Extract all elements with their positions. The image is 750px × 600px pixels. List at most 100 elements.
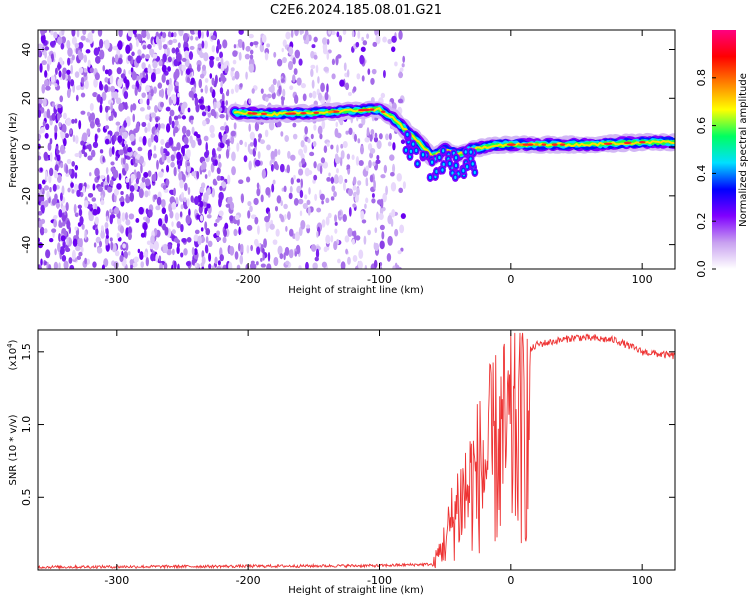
noise-blob: [312, 90, 317, 99]
noise-blob: [312, 140, 317, 147]
noise-blob: [177, 42, 181, 49]
noise-blob: [56, 174, 62, 183]
noise-blob: [351, 230, 355, 237]
noise-blob: [316, 230, 319, 238]
noise-blob: [306, 34, 310, 45]
noise-blob: [133, 183, 139, 191]
noise-blob: [311, 79, 315, 89]
noise-blob: [310, 244, 317, 252]
noise-blob: [71, 249, 76, 260]
noise-blob: [294, 251, 298, 257]
noise-blob: [48, 264, 52, 269]
noise-blob: [334, 128, 339, 138]
noise-blob: [260, 257, 263, 262]
noise-blob: [87, 192, 94, 198]
noise-blob: [342, 214, 347, 223]
noise-blob: [155, 205, 161, 211]
noise-blob: [38, 98, 43, 105]
noise-blob: [330, 196, 335, 201]
noise-blob: [150, 72, 156, 83]
noise-blob: [71, 30, 76, 37]
noise-blob: [138, 206, 144, 215]
spectrogram-y-axis-label: Frequency (Hz): [8, 112, 19, 188]
spectrogram-y-tick-label: -20: [20, 187, 33, 205]
noise-blob: [347, 227, 353, 237]
noise-blob: [357, 180, 362, 186]
noise-blob: [366, 127, 370, 137]
noise-blob: [38, 220, 43, 228]
noise-blob: [108, 147, 113, 158]
noise-blob: [208, 252, 212, 262]
noise-blob: [68, 226, 72, 234]
noise-blob: [135, 177, 140, 185]
noise-blob: [151, 174, 157, 182]
noise-blob: [139, 181, 145, 190]
noise-blob: [66, 158, 72, 165]
snr-x-ticks: -300 -200 -100 0 100: [104, 330, 653, 587]
noise-blob: [92, 261, 97, 268]
noise-blob: [78, 208, 83, 217]
noise-blob: [175, 52, 182, 62]
noise-blob: [295, 244, 301, 255]
noise-blob: [374, 227, 378, 234]
noise-blob: [177, 263, 180, 269]
noise-blob: [114, 250, 120, 257]
noise-blob: [191, 126, 195, 135]
noise-blob: [38, 155, 42, 161]
noise-blob: [355, 193, 359, 203]
noise-blob: [198, 98, 204, 104]
noise-blob: [110, 102, 113, 112]
noise-blob: [160, 146, 164, 156]
noise-blob: [49, 186, 52, 193]
noise-blob: [240, 243, 244, 251]
noise-blob: [194, 262, 198, 268]
noise-blob: [158, 255, 162, 262]
noise-blob: [77, 204, 82, 209]
noise-blob: [302, 202, 308, 210]
noise-blob: [127, 232, 132, 241]
noise-blob: [61, 205, 66, 213]
noise-blob: [288, 46, 294, 56]
noise-blob: [328, 172, 331, 177]
noise-blob: [44, 200, 49, 208]
noise-blob: [43, 111, 48, 119]
colorbar-tick-label: 0.0: [695, 260, 708, 278]
noise-blob: [147, 189, 151, 197]
noise-blob: [396, 173, 402, 182]
noise-blob: [206, 105, 211, 112]
noise-blob: [71, 119, 75, 124]
noise-blob: [96, 94, 101, 103]
noise-blob: [294, 30, 299, 37]
noise-blob: [184, 50, 190, 57]
noise-blob: [357, 30, 361, 39]
noise-blob: [253, 238, 259, 246]
noise-blob: [361, 75, 365, 82]
noise-blob: [176, 151, 182, 161]
noise-blob: [99, 149, 104, 154]
noise-blob: [110, 112, 114, 121]
noise-blob: [167, 56, 172, 63]
ridge-peak: [623, 141, 631, 145]
noise-blob: [49, 137, 53, 145]
spectrogram-frame: [37, 29, 676, 270]
noise-blob: [193, 86, 196, 95]
noise-blob: [355, 235, 361, 241]
noise-blob: [159, 101, 164, 108]
noise-blob: [142, 44, 147, 50]
noise-blob: [140, 261, 145, 268]
noise-blob: [258, 133, 263, 139]
noise-blob: [249, 131, 255, 141]
noise-blob: [330, 176, 335, 184]
noise-blob: [145, 53, 151, 60]
noise-blob: [279, 253, 284, 260]
noise-blob: [81, 149, 86, 155]
noise-blob: [164, 213, 168, 224]
noise-blob: [330, 144, 334, 150]
noise-blob: [238, 51, 242, 61]
ridge-fragment: [402, 145, 410, 155]
noise-blob: [345, 82, 350, 91]
colorbar-tick-label: 0.4: [695, 165, 708, 183]
snr-x-tick-label: 0: [507, 574, 514, 587]
noise-blob: [347, 256, 351, 265]
noise-blob: [109, 208, 112, 214]
